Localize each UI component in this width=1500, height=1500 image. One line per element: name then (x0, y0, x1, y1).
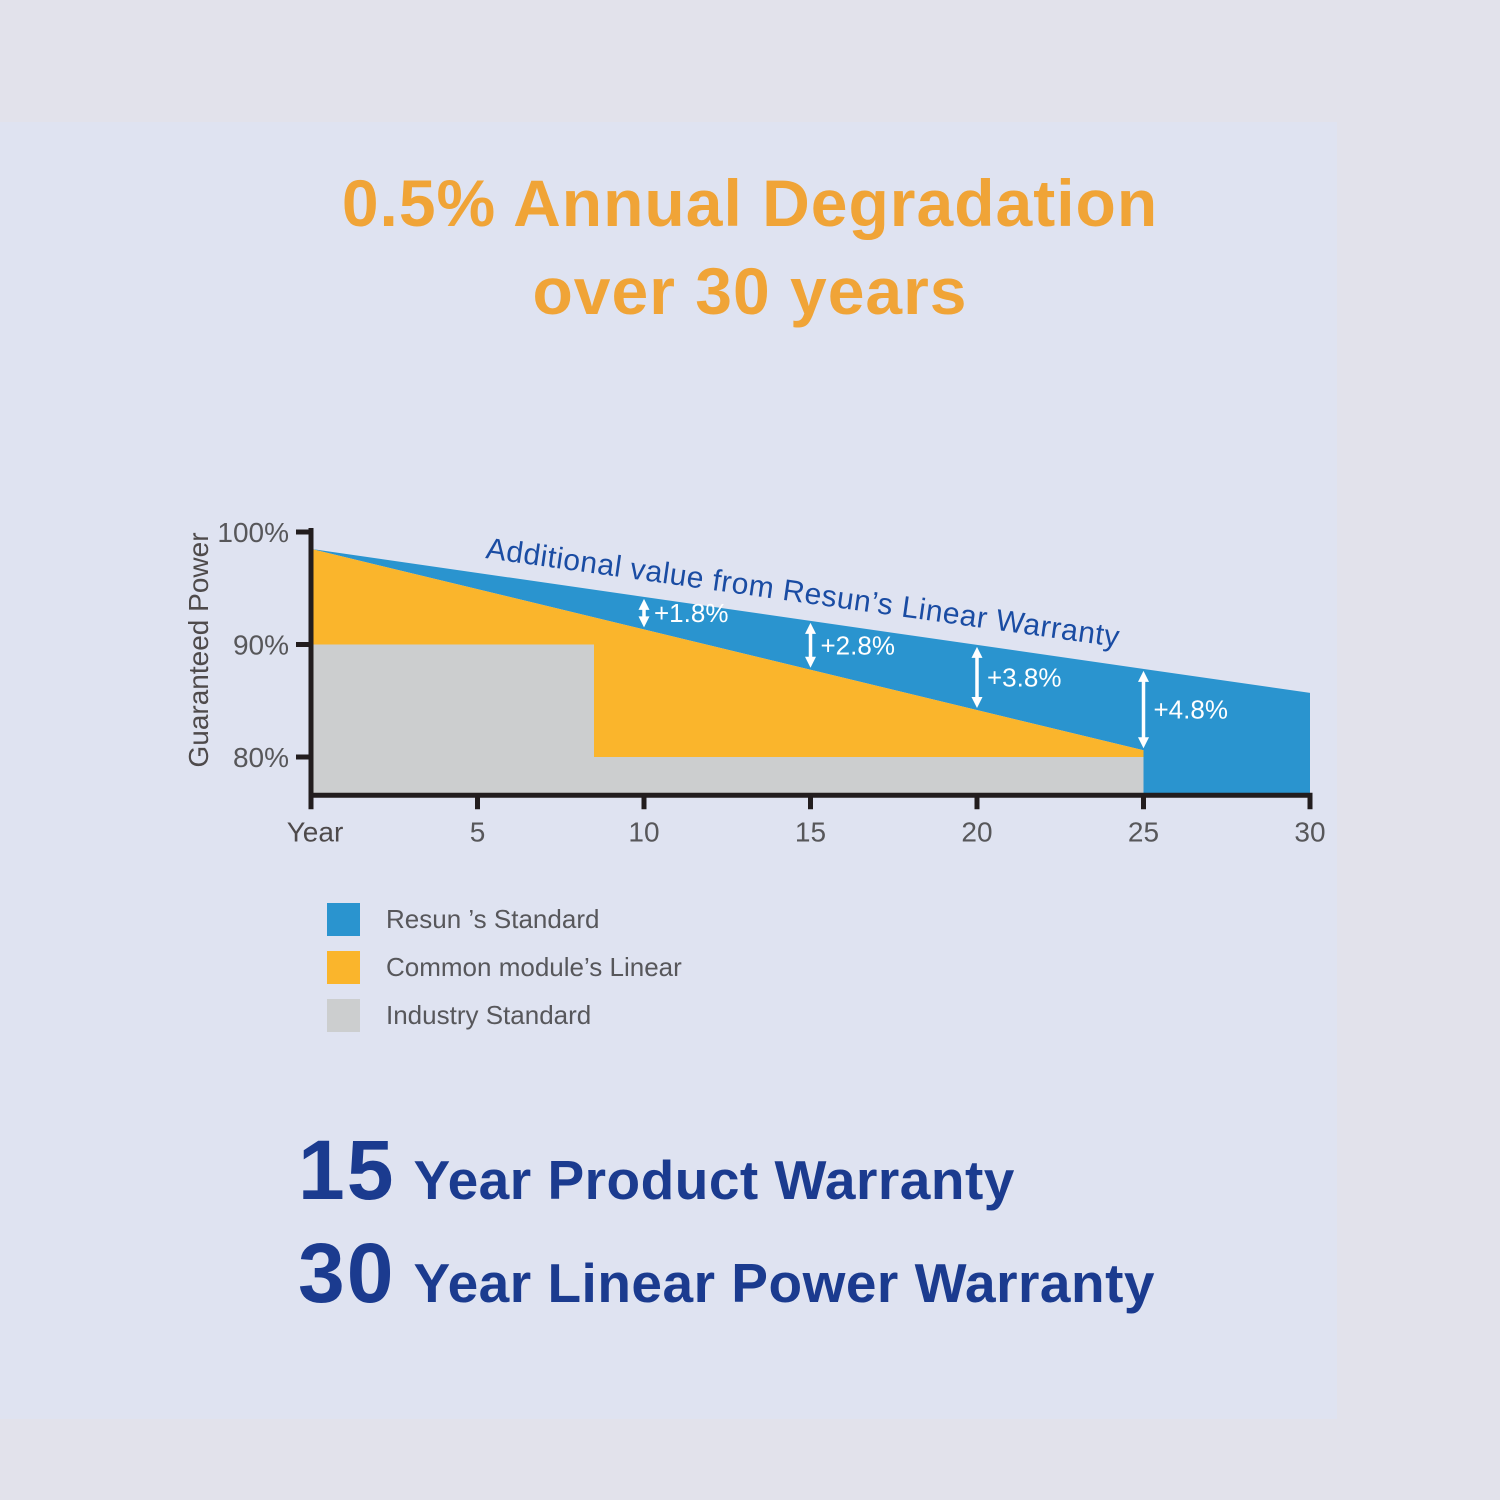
legend-label: Industry Standard (386, 1000, 592, 1030)
product-warranty-line: 15 Year Product Warranty (298, 1122, 1015, 1219)
arrow-head-up (1138, 670, 1149, 682)
legend-swatch-orange (327, 951, 360, 984)
difference-arrow: +4.8% (1138, 670, 1228, 749)
power-warranty-years: 30 (298, 1226, 396, 1320)
arrow-head-up (638, 598, 650, 610)
page-title-line2: over 30 years (532, 253, 968, 328)
x-tick-label: 5 (470, 816, 486, 847)
x-tick-label: 25 (1128, 816, 1159, 847)
chart-legend: Resun ’s Standard Common module’s Linear… (327, 903, 682, 1047)
power-warranty-text: Year Linear Power Warranty (413, 1252, 1155, 1314)
x-tick-label: 15 (795, 816, 826, 847)
y-tick-label: 90% (233, 630, 289, 661)
y-axis-title: Guaranteed Power (183, 532, 214, 767)
x-tick-label: 20 (961, 816, 992, 847)
legend-item-industry-standard: Industry Standard (327, 999, 682, 1032)
page-title-line1: 0.5% Annual Degradation (341, 166, 1159, 240)
x-axis-title: Year (287, 816, 344, 847)
arrow-head-down (805, 656, 816, 668)
legend-item-resun-standard: Resun ’s Standard (327, 903, 682, 936)
legend-swatch-gray (327, 999, 360, 1032)
product-warranty-years: 15 (298, 1123, 396, 1217)
arrow-head-up (971, 646, 983, 658)
arrow-head-down (971, 696, 983, 708)
power-warranty-line: 30 Year Linear Power Warranty (298, 1225, 1155, 1322)
y-tick-label: 100% (217, 517, 289, 548)
difference-label: +3.8% (987, 662, 1061, 692)
product-warranty-text: Year Product Warranty (413, 1149, 1015, 1211)
arrow-head-up (805, 622, 816, 634)
common-module-area (311, 548, 1144, 757)
arrow-head-down (1138, 737, 1149, 749)
legend-swatch-blue (327, 903, 360, 936)
legend-label: Resun ’s Standard (386, 904, 600, 934)
difference-label: +4.8% (1154, 695, 1228, 725)
difference-label: +2.8% (821, 630, 895, 660)
resun-standard-area (311, 548, 1310, 796)
y-tick-label: 80% (233, 742, 289, 773)
degradation-chart: 100% 90% 80% 5 10 15 20 25 30 Year Guaranteed Powe… (183, 517, 1326, 847)
arrow-head-down (638, 616, 650, 628)
industry-standard-area (311, 644, 1144, 796)
legend-item-common-module: Common module’s Linear (327, 951, 682, 984)
x-tick-label: 10 (628, 816, 659, 847)
legend-label: Common module’s Linear (386, 952, 682, 982)
x-tick-label: 30 (1294, 816, 1325, 847)
page-title: 0.5% Annual Degradation over 30 years (0, 160, 1500, 336)
difference-label: +1.8% (654, 598, 728, 628)
difference-arrow: +2.8% (805, 622, 895, 668)
difference-arrow: +3.8% (971, 646, 1061, 708)
difference-arrow: +1.8% (638, 598, 728, 628)
